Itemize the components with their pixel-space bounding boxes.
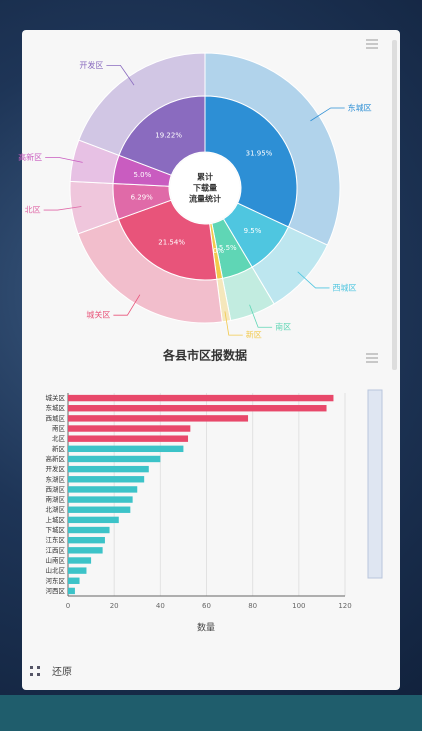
y-tick-label: 东湖区 <box>46 474 66 483</box>
center-label: 累计 <box>197 172 213 182</box>
bar <box>68 415 249 422</box>
leader-line <box>45 157 83 163</box>
leader-line <box>310 107 345 122</box>
y-tick-label: 西湖区 <box>46 484 66 493</box>
bar <box>68 476 145 483</box>
center-label: 下载量 <box>193 183 217 193</box>
bar <box>68 405 327 412</box>
bar <box>68 506 131 513</box>
bar <box>68 445 184 453</box>
data-label: 9.5% <box>244 227 262 235</box>
y-tick-label: 河东区 <box>46 576 66 585</box>
toolbar-icon[interactable] <box>366 39 378 49</box>
fullscreen-icon[interactable] <box>30 666 40 676</box>
data-label: 6.29% <box>131 193 154 201</box>
leader-line <box>113 294 141 316</box>
leader-line <box>249 304 273 328</box>
category-label: 高新区 <box>18 152 42 162</box>
data-label: 21.54% <box>158 239 185 247</box>
y-tick-label: 河西区 <box>46 587 66 595</box>
bar <box>68 455 161 463</box>
x-tick-label: 40 <box>156 602 165 610</box>
bottom-bar <box>0 695 422 731</box>
center-label: 流量统计 <box>189 194 221 204</box>
x-tick-label: 60 <box>202 602 211 610</box>
x-tick-label: 80 <box>248 602 257 610</box>
y-tick-label: 山北区 <box>46 566 66 575</box>
y-tick-label: 开发区 <box>46 464 66 473</box>
bar <box>68 425 191 432</box>
bar <box>68 536 105 544</box>
toolbar-icon[interactable] <box>366 353 378 363</box>
x-axis-label: 数量 <box>197 622 215 634</box>
category-label: 南区 <box>275 322 291 332</box>
x-tick-label: 0 <box>66 602 70 610</box>
category-label: 东城区 <box>348 102 372 112</box>
bar <box>68 496 133 503</box>
y-tick-label: 江西区 <box>46 546 66 554</box>
bar <box>68 567 87 574</box>
x-tick-label: 20 <box>110 602 119 610</box>
x-tick-label: 100 <box>292 602 305 610</box>
chart-title: 各县市区报数据 <box>162 348 247 363</box>
category-label: 开发区 <box>79 60 103 70</box>
leader-line <box>43 206 82 211</box>
bar <box>68 557 92 564</box>
bar <box>68 486 138 493</box>
y-tick-label: 北区 <box>52 435 66 443</box>
bar <box>68 587 75 595</box>
inner-arc <box>117 199 218 281</box>
y-tick-label: 上城区 <box>46 515 66 524</box>
y-tick-label: 城关区 <box>46 393 66 402</box>
y-tick-label: 下城区 <box>46 526 66 534</box>
leader-line <box>106 64 135 86</box>
scrollbar[interactable] <box>392 40 397 370</box>
y-tick-label: 东城区 <box>46 403 66 412</box>
bar <box>68 465 149 473</box>
bar <box>68 435 189 442</box>
bar <box>68 516 119 524</box>
category-label: 新区 <box>246 330 262 340</box>
bar <box>68 547 103 554</box>
x-tick-label: 120 <box>338 602 351 610</box>
category-label: 西城区 <box>333 283 357 292</box>
category-label: 城关区 <box>86 310 110 320</box>
data-label: 1.0% <box>206 247 224 255</box>
center <box>170 153 240 223</box>
bar <box>68 394 334 402</box>
data-zoom[interactable] <box>367 389 383 579</box>
data-label: 5.5% <box>219 244 237 252</box>
y-tick-label: 北湖区 <box>46 505 66 514</box>
y-tick-label: 西城区 <box>46 414 66 422</box>
leader-line <box>224 311 243 336</box>
category-label: 北区 <box>25 206 41 215</box>
y-tick-label: 山南区 <box>46 555 66 564</box>
bar <box>68 526 110 534</box>
data-label: 5.0% <box>133 171 151 179</box>
toolbar-label[interactable]: 还原 <box>52 666 72 678</box>
y-tick-label: 南区 <box>52 424 66 433</box>
data-label: 31.95% <box>246 150 273 158</box>
inner-arc <box>204 95 298 228</box>
inner-arc <box>118 95 206 176</box>
data-label: 19.22% <box>155 131 182 139</box>
y-tick-label: 江东区 <box>46 535 66 544</box>
bar <box>68 577 80 584</box>
leader-line <box>297 271 330 289</box>
y-tick-label: 南湖区 <box>46 495 66 504</box>
y-tick-label: 新区 <box>52 444 66 453</box>
y-tick-label: 高新区 <box>46 454 66 463</box>
